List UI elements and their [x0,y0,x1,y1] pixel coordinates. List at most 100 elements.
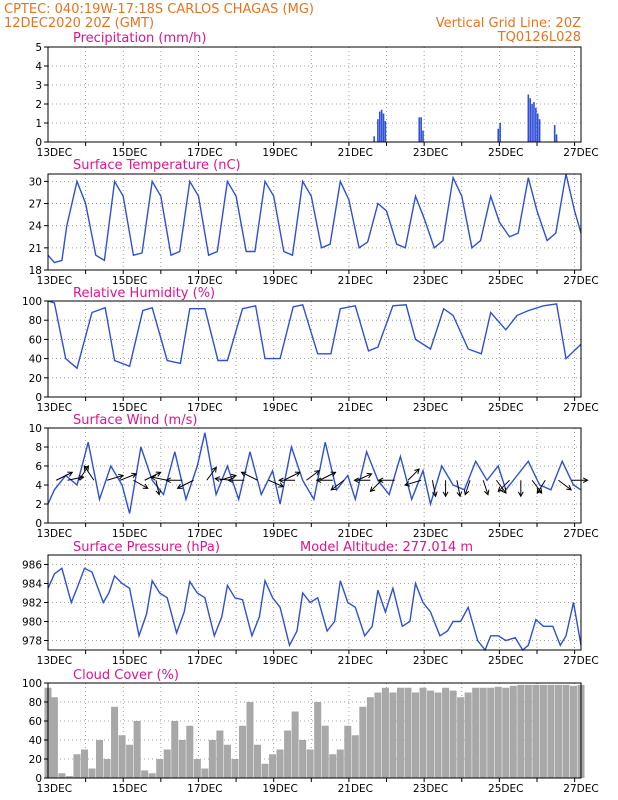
data-bar [216,730,224,778]
data-bar [80,749,89,778]
data-bar [156,759,164,778]
data-bar [126,744,134,778]
data-bar [208,740,216,778]
data-bar [314,702,322,778]
x-tick-label: 15DEC [112,528,147,540]
series-line [47,300,582,370]
panel-5: Cloud Cover (%) 0 20 40 60 80 100 13DEC 15DEC 17D… [22,668,599,795]
y-tick-label: 980 [22,617,42,629]
wind-arrow-head [442,491,449,498]
y-tick-label: 80 [29,697,42,709]
data-bar [374,692,382,778]
data-bar [555,134,558,142]
data-bar [502,687,510,778]
y-tick-label: 2 [35,99,42,111]
wind-arrow-head [211,466,217,473]
x-tick-label: 19DEC [262,528,297,540]
x-tick-label: 27DEC [563,402,598,414]
wind-arrow [151,476,168,481]
data-bar [193,759,201,778]
data-bar [536,113,539,142]
y-tick-label: 27 [29,199,42,211]
x-tick-label: 21DEC [338,528,373,540]
x-tick-label: 25DEC [488,783,523,795]
y-tick-label: 60 [29,716,42,728]
wind-arrow-head [536,488,543,494]
wind-arrow-head [230,473,237,480]
y-tick-label: 40 [29,354,42,366]
data-bar [253,744,262,778]
wind-arrow [356,473,372,481]
wind-arrow-head [497,486,504,493]
data-bar [535,107,537,142]
panel-2: Relative Humidity (%) 0 20 40 60 80 100 13DEC 15… [22,286,599,414]
y-tick-label: 4 [35,480,42,492]
y-tick-label: 80 [29,315,42,327]
wind-arrow-head [278,477,284,484]
data-bar [449,690,457,778]
panel-0: Precipitation (mm/h) 0 1 2 3 4 5 13DEC 15DEC 17DE… [35,31,598,159]
data-bar [88,768,96,778]
wind-arrow-head [314,469,321,476]
panel-annotation: Model Altitude: 277.014 m [300,540,473,555]
panel-frame [47,300,582,398]
data-bar [111,706,119,778]
wind-arrow [56,471,73,481]
data-bar [562,684,570,778]
wind-arrow-head [414,468,420,474]
wind-arrow-head [142,483,149,489]
data-bar [524,684,532,778]
panel-title: Cloud Cover (%) [73,668,179,683]
data-bar [231,759,239,778]
x-tick-label: 25DEC [488,402,523,414]
wind-arrow-head [78,475,85,481]
data-bar [538,119,541,142]
data-bar [238,725,246,778]
y-tick-label: 0 [35,392,42,404]
data-bar [553,124,556,142]
data-bar [276,749,284,778]
wind-arrow [464,480,471,495]
y-tick-label: 6 [35,461,42,473]
x-tick-label: 13DEC [37,402,72,414]
y-tick-label: 10 [29,423,42,435]
data-bar [389,692,397,778]
x-tick-label: 23DEC [413,783,448,795]
data-bar [479,687,487,778]
wind-arrow-head [483,489,490,496]
x-tick-label: 25DEC [488,528,523,540]
x-tick-label: 13DEC [37,147,72,159]
x-tick-label: 17DEC [187,275,222,287]
data-bar [186,725,194,778]
data-bar [171,721,179,778]
wind-arrow [431,480,437,497]
y-tick-label: 978 [22,636,42,648]
data-bar [554,684,562,778]
panel-1: Surface Temperature (nC) 18 21 24 27 30 13DEC 1… [29,158,599,287]
wind-arrow-head [118,473,125,480]
wind-arrow-head [353,477,359,484]
wind-arrow-head [463,489,470,496]
y-tick-label: 0 [35,137,42,149]
x-tick-label: 25DEC [488,275,523,287]
y-tick-label: 0 [35,773,42,785]
y-tick-label: 982 [22,598,42,610]
data-bar [420,117,422,142]
data-bar [547,684,555,778]
panel-title: Precipitation (mm/h) [73,31,206,46]
x-tick-label: 15DEC [112,655,147,667]
data-bar [103,759,111,778]
x-tick-label: 23DEC [413,402,448,414]
data-bar [96,740,104,778]
series-line [47,432,582,514]
header-grid-line: Vertical Grid Line: 20Z [436,16,581,31]
panel-title: Surface Temperature (nC) [73,158,241,173]
wind-arrow-head [536,488,542,495]
x-tick-label: 23DEC [413,275,448,287]
x-tick-label: 27DEC [563,655,598,667]
wind-arrow-head [240,471,247,477]
x-tick-label: 23DEC [413,655,448,667]
data-bar [284,730,292,778]
y-tick-label: 21 [29,243,42,255]
data-bar [499,123,501,142]
